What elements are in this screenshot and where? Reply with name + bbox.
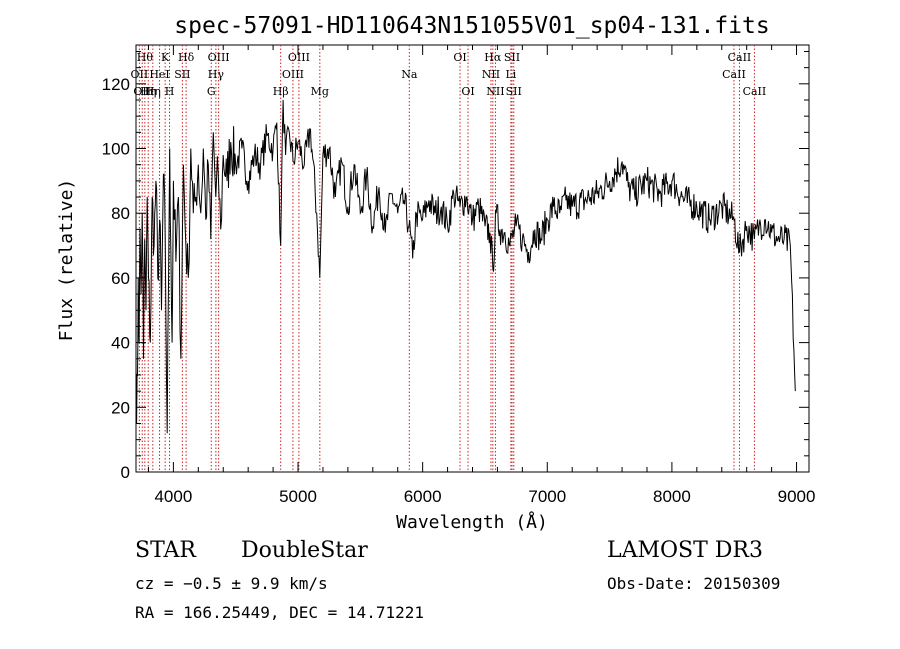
y-tick-label-3: 60 (111, 269, 130, 288)
line-label-7: H (165, 85, 175, 98)
obs-date: Obs-Date: 20150309 (607, 574, 781, 593)
y-axis: 0 20 40 60 80 100 120 (102, 50, 809, 482)
line-label-23: Li (505, 68, 516, 81)
line-label-20: NII (482, 68, 500, 81)
line-label-26: CaII (722, 68, 746, 81)
x-tick-label-5: 9000 (778, 487, 816, 506)
line-label-27: CaII (728, 51, 752, 64)
line-label-11: Hγ (208, 68, 225, 81)
line-label-1: OII (133, 85, 151, 98)
line-label-16: Mg (311, 85, 329, 98)
line-label-2: Hθ (137, 51, 154, 64)
chart-title: spec-57091-HD110643N151055V01_sp04-131.f… (174, 13, 769, 39)
y-tick-label-4: 80 (111, 204, 130, 223)
x-tick-label-3: 7000 (528, 487, 566, 506)
line-label-15: OIII (288, 51, 310, 64)
line-label-9: Hδ (178, 51, 195, 64)
y-tick-label-1: 20 (111, 398, 130, 417)
object-subclass: DoubleStar (241, 538, 368, 563)
line-label-0: OII (131, 68, 149, 81)
line-label-8: SII (174, 68, 190, 81)
x-tick-label-4: 8000 (653, 487, 691, 506)
redshift-cz: cz = −0.5 ± 9.9 km/s (135, 574, 328, 593)
x-tick-label-0: 4000 (154, 487, 192, 506)
spectrum-series-line (135, 99, 796, 434)
spectral-line-markers (138, 45, 755, 472)
line-label-3: Hη (140, 85, 156, 98)
x-axis: 4000 5000 6000 7000 8000 9000 (147, 45, 816, 506)
x-tick-label-2: 6000 (404, 487, 442, 506)
line-label-18: OI (453, 51, 466, 64)
line-label-17: Na (401, 68, 418, 81)
x-axis-label: Wavelength (Å) (396, 511, 548, 533)
line-label-5: HeI (149, 68, 169, 81)
plot-frame (135, 44, 810, 473)
line-label-10: G (207, 85, 216, 98)
y-axis-label: Flux (relative) (56, 179, 77, 342)
line-label-14: OIII (282, 68, 304, 81)
line-label-6: K (161, 51, 170, 64)
line-label-13: Hβ (273, 85, 289, 98)
line-label-25: SII (506, 85, 522, 98)
line-label-28: CaII (743, 85, 767, 98)
line-label-24: SII (504, 51, 520, 64)
x-tick-label-1: 5000 (279, 487, 317, 506)
line-label-4: Hη (145, 85, 161, 98)
survey-name: LAMOST DR3 (607, 538, 763, 563)
y-tick-label-5: 100 (102, 140, 130, 159)
coordinates: RA = 166.25449, DEC = 14.71221 (135, 603, 424, 622)
line-label-19: OI (461, 85, 474, 98)
y-tick-label-6: 120 (102, 75, 130, 94)
object-class: STAR (135, 538, 196, 563)
line-label-12: OIII (208, 51, 230, 64)
line-label-22: NII (486, 85, 504, 98)
y-tick-label-2: 40 (111, 334, 130, 353)
y-tick-label-0: 0 (121, 463, 130, 482)
line-label-21: Hα (484, 51, 502, 64)
